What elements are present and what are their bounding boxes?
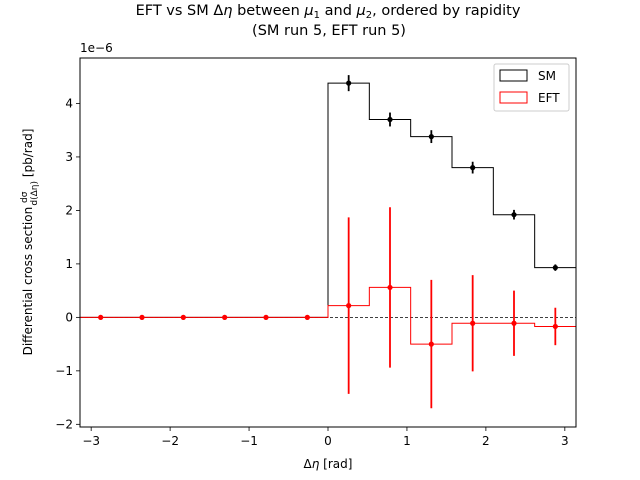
x-tick-label: −1 [240,434,258,448]
sm-point [470,165,476,171]
y-scale-label: 1e−6 [80,41,113,55]
x-axis-label: Δη [rad] [304,457,353,471]
x-tick-label: −3 [82,434,100,448]
x-tick-label: 2 [482,434,490,448]
eft-point [552,323,558,330]
y-tick-label: −1 [55,364,73,378]
legend-frame [493,63,570,112]
eft-point [98,314,104,320]
y-tick-label: 0 [65,310,73,324]
chart-title: EFT vs SM Δη between μ1 and μ2, ordered … [136,3,521,21]
chart-subtitle: (SM run 5, EFT run 5) [252,23,406,39]
x-tick-label: 0 [324,434,332,448]
plot-area [80,75,577,409]
eft-point [180,314,186,320]
y-tick-label: 2 [65,203,73,217]
eft-step-line [80,286,577,345]
y-tick-label: 3 [65,150,73,164]
legend-swatch-eft [499,91,528,104]
y-tick-label: 4 [65,96,73,110]
eft-point [511,320,517,326]
eft-point [346,303,352,309]
x-tick-label: 3 [561,434,569,448]
x-tick-label: −2 [161,434,179,448]
y-tick-label: 1 [65,257,73,271]
sm-point [552,265,558,271]
eft-point [139,314,145,320]
x-tick-label: 1 [403,434,411,448]
sm-point [511,212,517,218]
eft-point [304,314,310,320]
legend-entry-eft: EFT [499,91,560,105]
sm-point [387,116,393,123]
eft-point [470,320,476,326]
legend-label-eft: EFT [538,91,560,105]
legend: SM EFT [493,63,570,112]
legend-label-sm: SM [538,69,556,83]
sm-point [346,80,352,86]
eft-point [222,314,228,320]
eft-point [428,341,434,347]
eft-point [263,314,269,320]
eft-point [387,284,393,291]
legend-entry-sm: SM [499,69,556,83]
sm-point [428,134,434,140]
x-axis-ticks: −3 −2 −1 0 1 2 3 [82,427,569,448]
y-tick-label: −2 [55,417,73,431]
legend-swatch-sm [499,69,528,82]
axes-frame [79,57,577,428]
y-axis-ticks: −2 −1 0 1 2 3 4 [55,96,80,431]
